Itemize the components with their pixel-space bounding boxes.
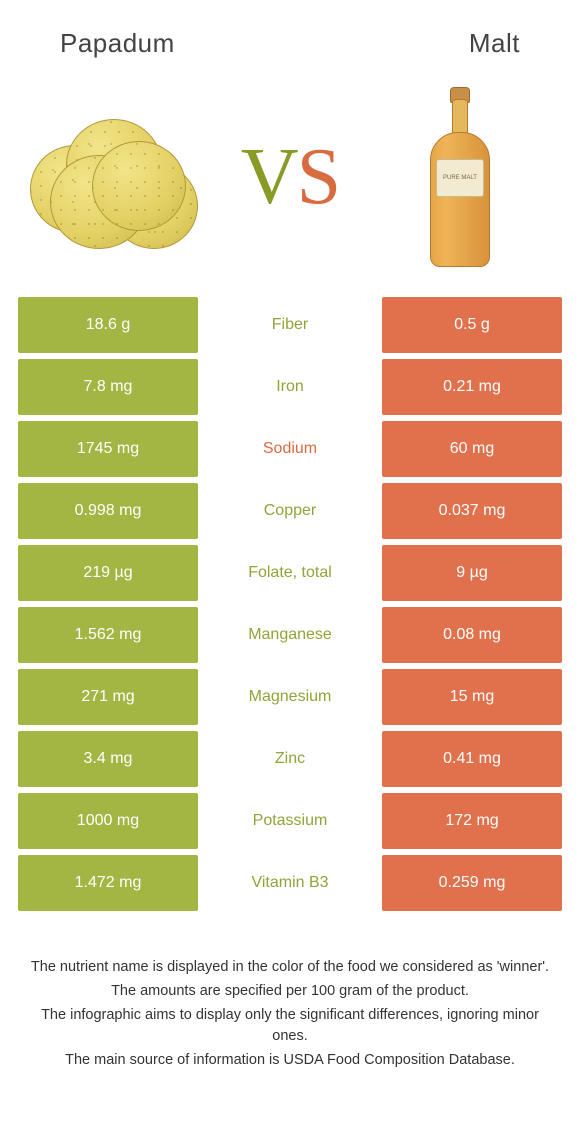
vs-s: S <box>297 133 340 221</box>
nutrient-name-cell: Manganese <box>198 607 382 663</box>
nutrient-row: 219 µgFolate, total9 µg <box>18 545 562 601</box>
nutrient-name-cell: Iron <box>198 359 382 415</box>
right-value-cell: 0.5 g <box>382 297 562 353</box>
vs-label: VS <box>241 132 339 223</box>
papadum-image <box>30 87 210 267</box>
vs-v: V <box>241 133 297 221</box>
nutrient-row: 271 mgMagnesium15 mg <box>18 669 562 725</box>
left-food-title: Papadum <box>60 28 175 59</box>
right-value-cell: 172 mg <box>382 793 562 849</box>
footnote-line: The amounts are specified per 100 gram o… <box>22 981 558 1003</box>
left-value-cell: 1.472 mg <box>18 855 198 911</box>
left-value-cell: 1000 mg <box>18 793 198 849</box>
nutrient-row: 1000 mgPotassium172 mg <box>18 793 562 849</box>
left-value-cell: 1745 mg <box>18 421 198 477</box>
nutrient-row: 1745 mgSodium60 mg <box>18 421 562 477</box>
footnote-line: The main source of information is USDA F… <box>22 1050 558 1072</box>
nutrient-name-cell: Copper <box>198 483 382 539</box>
nutrient-row: 1.562 mgManganese0.08 mg <box>18 607 562 663</box>
nutrient-row: 0.998 mgCopper0.037 mg <box>18 483 562 539</box>
nutrient-row: 7.8 mgIron0.21 mg <box>18 359 562 415</box>
left-value-cell: 7.8 mg <box>18 359 198 415</box>
right-value-cell: 0.037 mg <box>382 483 562 539</box>
right-value-cell: 0.08 mg <box>382 607 562 663</box>
right-value-cell: 0.21 mg <box>382 359 562 415</box>
bottle-label: PURE MALT <box>436 159 484 197</box>
nutrient-name-cell: Sodium <box>198 421 382 477</box>
nutrient-row: 3.4 mgZinc0.41 mg <box>18 731 562 787</box>
nutrient-name-cell: Zinc <box>198 731 382 787</box>
right-food-title: Malt <box>469 28 520 59</box>
right-value-cell: 0.41 mg <box>382 731 562 787</box>
left-value-cell: 219 µg <box>18 545 198 601</box>
nutrient-name-cell: Folate, total <box>198 545 382 601</box>
left-value-cell: 3.4 mg <box>18 731 198 787</box>
right-value-cell: 60 mg <box>382 421 562 477</box>
nutrient-row: 1.472 mgVitamin B30.259 mg <box>18 855 562 911</box>
nutrient-name-cell: Magnesium <box>198 669 382 725</box>
nutrient-name-cell: Potassium <box>198 793 382 849</box>
malt-image: PURE MALT <box>370 87 550 267</box>
left-value-cell: 1.562 mg <box>18 607 198 663</box>
nutrient-name-cell: Fiber <box>198 297 382 353</box>
left-value-cell: 0.998 mg <box>18 483 198 539</box>
right-value-cell: 15 mg <box>382 669 562 725</box>
images-row: VS PURE MALT <box>0 69 580 297</box>
right-value-cell: 9 µg <box>382 545 562 601</box>
footnote-line: The infographic aims to display only the… <box>22 1005 558 1049</box>
nutrient-row: 18.6 gFiber0.5 g <box>18 297 562 353</box>
nutrient-name-cell: Vitamin B3 <box>198 855 382 911</box>
left-value-cell: 271 mg <box>18 669 198 725</box>
right-value-cell: 0.259 mg <box>382 855 562 911</box>
footnote-line: The nutrient name is displayed in the co… <box>22 957 558 979</box>
footnotes: The nutrient name is displayed in the co… <box>0 917 580 1094</box>
nutrient-table: 18.6 gFiber0.5 g 7.8 mgIron0.21 mg 1745 mg… <box>0 297 580 911</box>
left-value-cell: 18.6 g <box>18 297 198 353</box>
header: Papadum Malt <box>0 0 580 69</box>
